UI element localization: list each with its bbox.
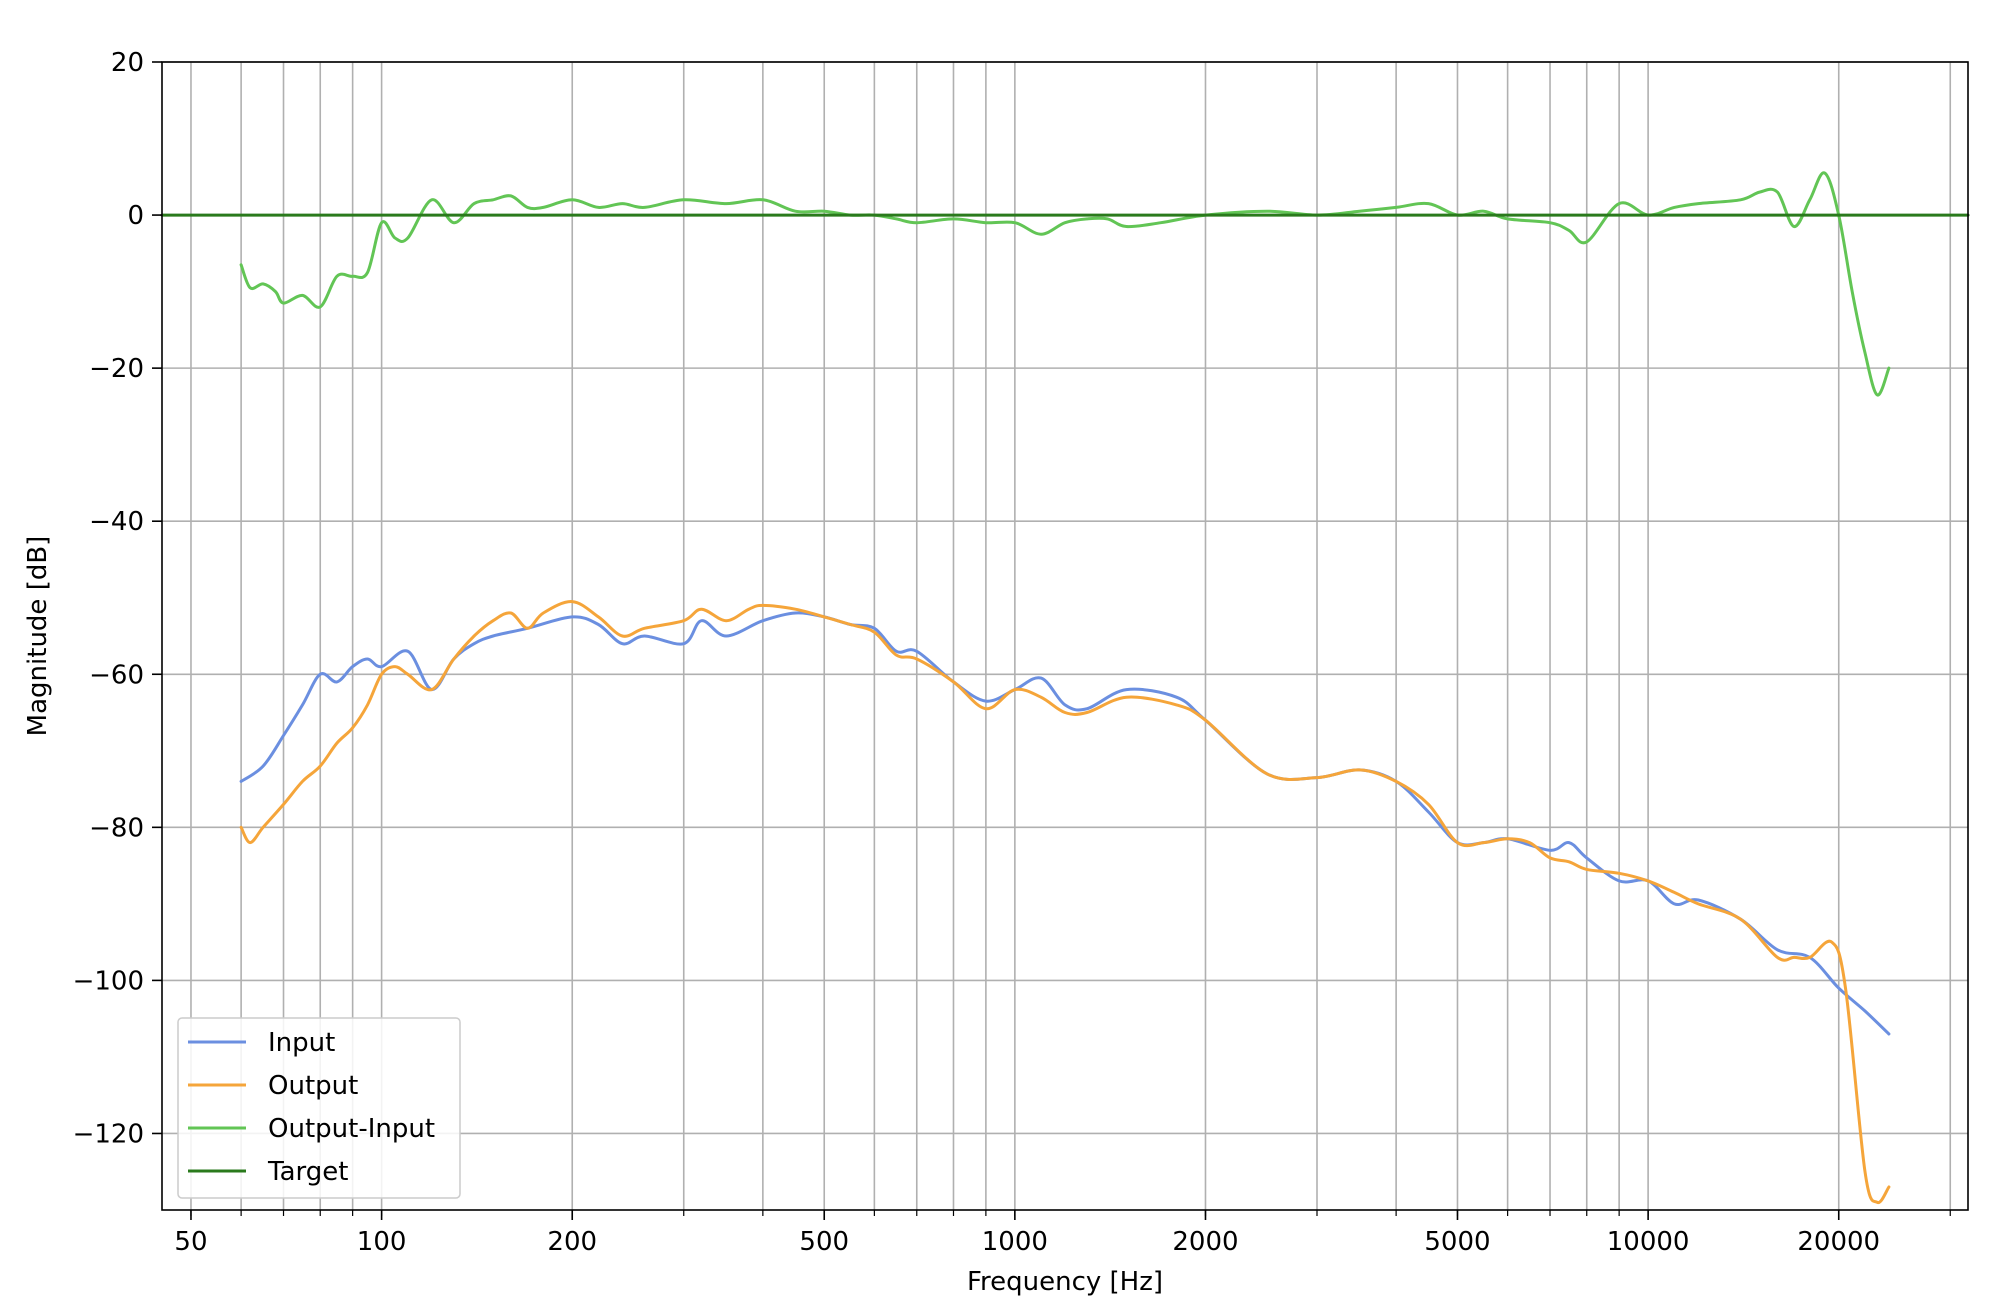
y-tick-label: −100	[73, 966, 144, 996]
y-tick-label: 0	[127, 201, 144, 231]
x-tick-label: 500	[799, 1227, 849, 1257]
plot-frame	[161, 61, 1969, 1211]
y-tick-label: −20	[89, 354, 144, 384]
y-tick-label: −60	[89, 660, 144, 690]
x-tick-label: 100	[357, 1227, 407, 1257]
x-tick-label: 20000	[1797, 1227, 1880, 1257]
legend-entry-output-input: Output-Input	[268, 1114, 435, 1144]
legend: Input Output Output-Input Target	[177, 1017, 461, 1199]
y-axis-label: Magnitude [dB]	[23, 536, 53, 737]
y-tick-label: −40	[89, 507, 144, 537]
legend-box	[177, 1017, 461, 1199]
legend-entry-input: Input	[268, 1028, 335, 1058]
x-tick-label: 200	[547, 1227, 597, 1257]
x-axis-ticks: 50 100 200 500 1000 2000 5000 10000 20000	[174, 1210, 1951, 1257]
x-tick-label: 1000	[982, 1227, 1048, 1257]
x-tick-label: 50	[174, 1227, 207, 1257]
x-tick-label: 2000	[1172, 1227, 1238, 1257]
y-tick-label: −80	[89, 813, 144, 843]
x-tick-label: 5000	[1424, 1227, 1490, 1257]
y-tick-label: 20	[111, 48, 144, 78]
legend-entry-target: Target	[267, 1157, 348, 1187]
plot-lines	[160, 171, 1970, 1204]
y-axis-ticks: 20 0 −20 −40 −60 −80 −100 −120	[73, 48, 162, 1149]
y-tick-label: −120	[73, 1119, 144, 1149]
series-line-output	[239, 600, 1891, 1204]
x-tick-label: 10000	[1607, 1227, 1690, 1257]
legend-entry-output: Output	[268, 1071, 358, 1101]
series-line-output-input	[239, 171, 1891, 397]
x-axis-label: Frequency [Hz]	[967, 1267, 1163, 1297]
